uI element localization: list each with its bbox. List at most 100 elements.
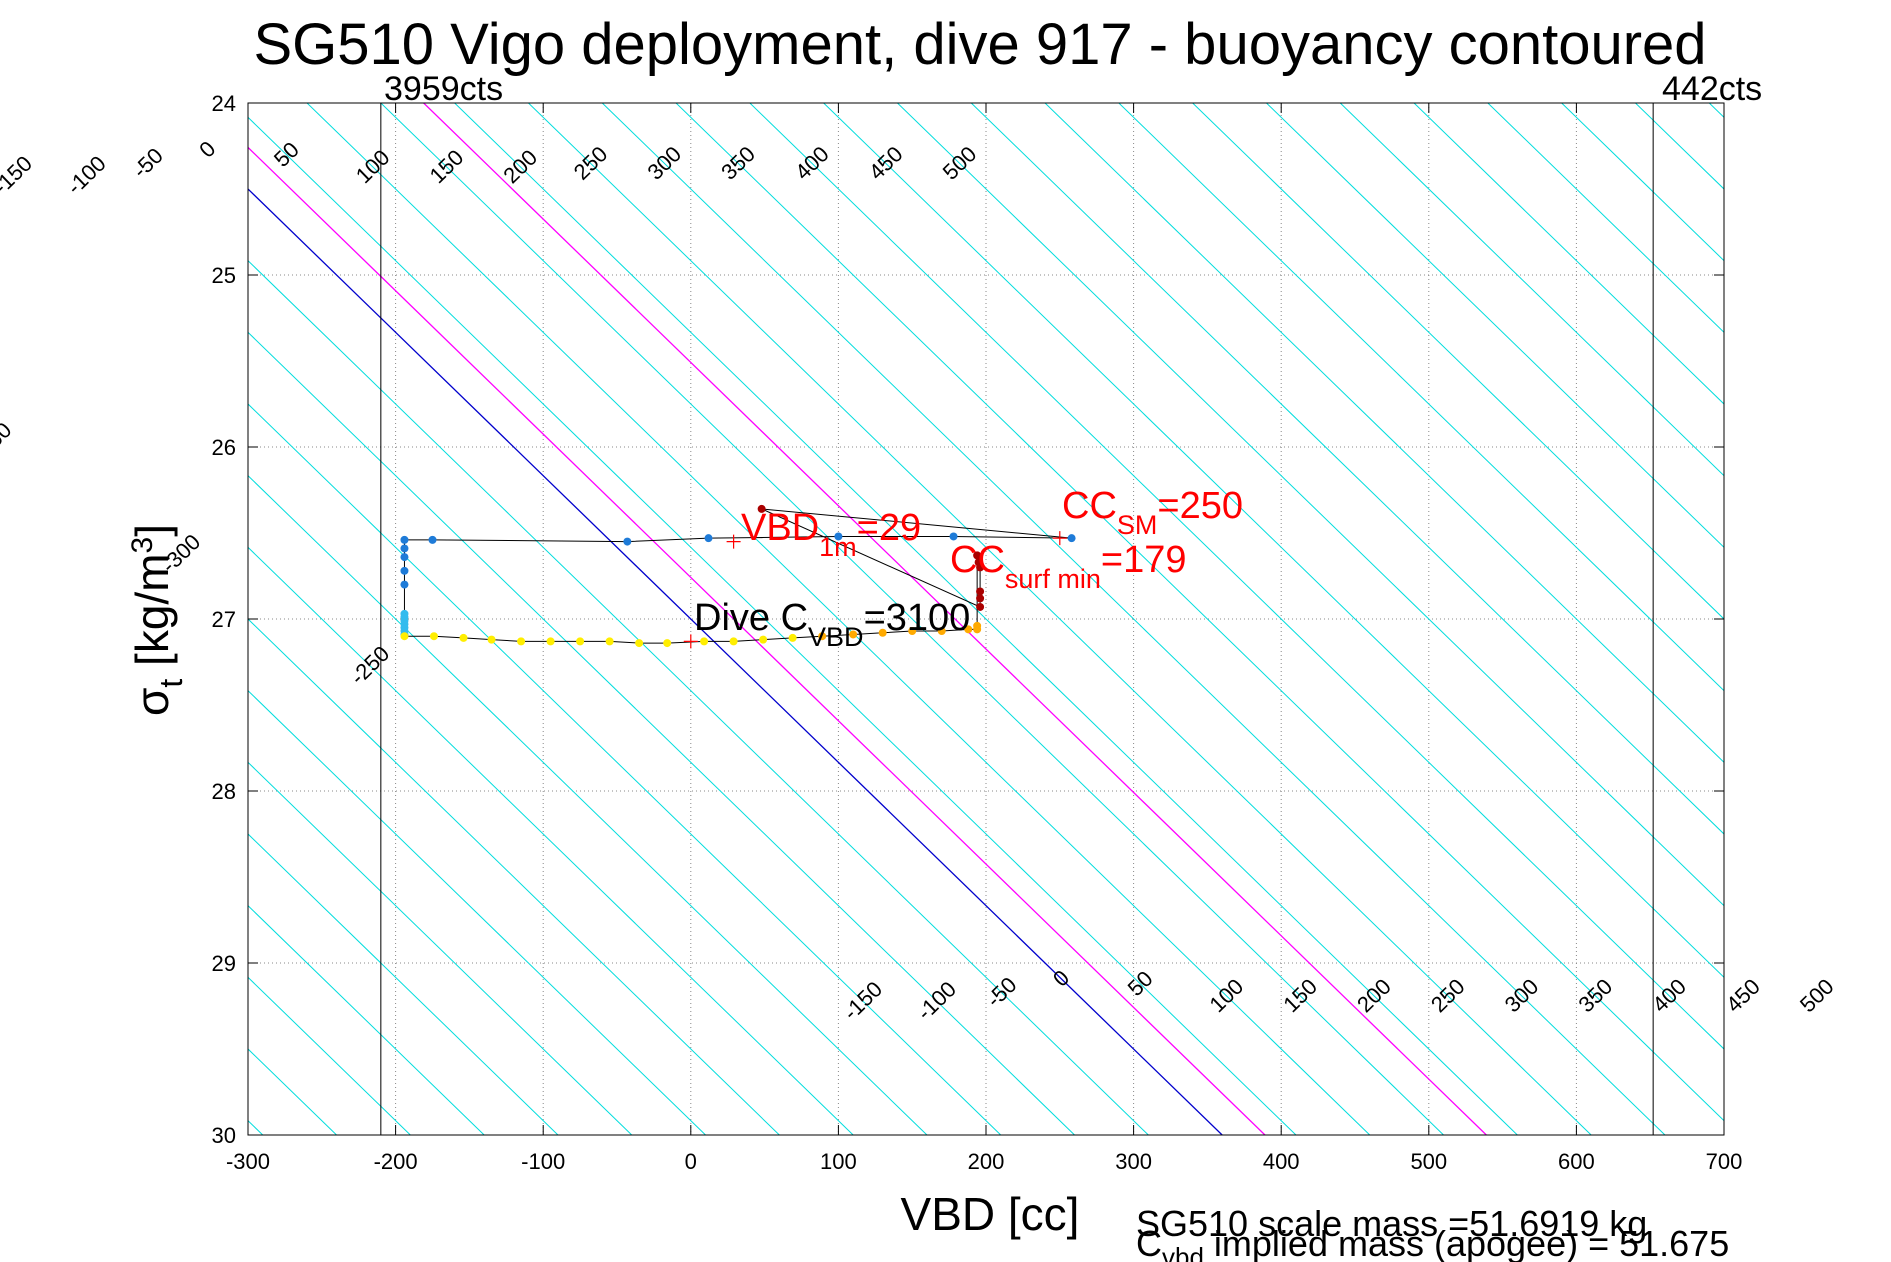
y-tick-label: 24: [212, 91, 236, 116]
x-tick-label: -300: [226, 1149, 270, 1174]
buoyancy-contour-line: [1487, 103, 1724, 334]
track-point-climb: [400, 535, 409, 544]
buoyancy-contour-line: [248, 689, 706, 1135]
axis-ticks: -300 -200 -100 0 100 200 300 400 500 600 700 24 25 26…: [212, 91, 1743, 1174]
x-tick-label: 100: [820, 1149, 857, 1174]
x-tick-label: 0: [685, 1149, 697, 1174]
track-point-dive: [759, 635, 768, 644]
track-point-apogee: [976, 602, 985, 611]
buoyancy-contour-line: [0, 103, 115, 1135]
buoyancy-contour-line: [1413, 103, 1724, 405]
ccsm-sub: SM: [1117, 510, 1158, 540]
track-point-climb: [623, 537, 632, 546]
track-point-dive: [663, 639, 672, 648]
track-point-dive_end: [878, 628, 887, 637]
buoyancy-highlight-line: [248, 146, 1266, 1135]
y-label-close: ]: [126, 524, 178, 537]
buoyancy-contour-line: [749, 103, 1724, 1050]
footer-scale-mass: SG510 scale mass =51.6919 kg: [1136, 1203, 1647, 1244]
buoyancy-contour-line: [248, 904, 485, 1135]
track-point-climb: [400, 566, 409, 575]
contour-label: -350: [0, 417, 16, 466]
annotation-vbd1m: VBD1m=29: [741, 507, 921, 562]
x-tick-label: 500: [1410, 1149, 1447, 1174]
buoyancy-contour-line: [675, 103, 1724, 1122]
x-tick-label: 600: [1558, 1149, 1595, 1174]
buoyancy-contour-line: [970, 103, 1724, 835]
x-tick-label: 300: [1115, 1149, 1152, 1174]
track-point-dive_end: [849, 630, 858, 639]
y-axis-label: σt [kg/m3]: [126, 524, 189, 716]
track-point-climb: [428, 535, 437, 544]
buoyancy-contour-line: [248, 761, 633, 1135]
ccsm-tail: =250: [1157, 485, 1243, 527]
track-point-dive_end: [973, 621, 982, 630]
track-point-dive: [605, 637, 614, 646]
x-tick-label: -100: [521, 1149, 565, 1174]
contour-label: 450: [1721, 974, 1765, 1018]
x-tick-label: -200: [374, 1149, 418, 1174]
track-point-dive: [400, 632, 409, 641]
footer-implied-tail: implied mass (apogee) = 51.675: [1204, 1223, 1729, 1262]
track-point-dive: [517, 637, 526, 646]
annotation-ccsm: CCSM=250: [1062, 485, 1243, 540]
buoyancy-contour-line: [454, 103, 1518, 1135]
x-tick-label: 200: [968, 1149, 1005, 1174]
y-label-units: [kg/m: [126, 553, 178, 678]
track-point-dive: [729, 637, 738, 646]
reference-marker: [1052, 531, 1067, 546]
buoyancy-contour-line: [248, 331, 1075, 1135]
buoyancy-contour-line: [897, 103, 1724, 907]
buoyancy-contour-line: [528, 103, 1592, 1135]
buoyancy-contour-line: [1266, 103, 1724, 549]
track-point-climb: [704, 534, 713, 543]
x-axis-label: VBD [cc]: [901, 1188, 1080, 1240]
y-tick-label: 30: [212, 1123, 236, 1148]
y-label-sub: t: [153, 679, 189, 688]
limit-label-left: 3959cts: [384, 70, 503, 108]
annotation-dive-cvbd: Dive CVBD=3100: [694, 597, 970, 652]
vbd-limit-lines: [380, 103, 1654, 1135]
buoyancy-contour-line: [248, 474, 928, 1135]
chart-title: SG510 Vigo deployment, dive 917 - buoyan…: [253, 12, 1706, 77]
dive-track: [400, 504, 1076, 649]
y-tick-label: 25: [212, 263, 236, 288]
buoyancy-contour-line: [1561, 103, 1724, 262]
contour-label: -50: [128, 143, 168, 183]
buoyancy-contour-line: [248, 116, 1297, 1135]
buoyancy-contour-line: [1192, 103, 1724, 620]
track-point-apogee: [976, 594, 985, 603]
footer-c: C: [1136, 1223, 1162, 1262]
limit-label-right: 442cts: [1662, 70, 1762, 108]
track-point-climb: [400, 544, 409, 553]
ccsurf-tail: =179: [1101, 539, 1187, 581]
buoyancy-contour-line: [248, 618, 780, 1135]
track-point-climb: [834, 532, 843, 541]
buoyancy-contour-line: [380, 103, 1444, 1135]
track-point-apogee: [976, 563, 985, 572]
buoyancy-contour-line: [248, 833, 559, 1135]
track-point-climb: [400, 553, 409, 562]
cvbd-tail: =3100: [864, 597, 971, 639]
footer-vbd-sub: vbd: [1162, 1242, 1204, 1262]
annotation-ccsurf: CCsurf min=179: [950, 539, 1187, 594]
x-tick-label: 700: [1706, 1149, 1743, 1174]
y-tick-label: 26: [212, 435, 236, 460]
ccsm-main: CC: [1062, 485, 1117, 527]
track-point-dive: [788, 633, 797, 642]
y-label-sigma: σ: [126, 688, 178, 716]
contour-labels: -400-350-300-250-200-150-100-50050100150…: [0, 136, 1839, 1025]
y-label-sup: 3: [126, 537, 159, 554]
track-point-dive: [635, 639, 644, 648]
track-point-climb: [1067, 534, 1076, 543]
buoyancy-contour-line: [601, 103, 1666, 1135]
y-tick-label: 27: [212, 607, 236, 632]
cvbd-sub: VBD: [808, 622, 864, 652]
track-point-dive: [576, 637, 585, 646]
buoyancy-contours: [0, 103, 1724, 1135]
ccsurf-main: CC: [950, 539, 1005, 581]
track-point-dive: [459, 633, 468, 642]
buoyancy-contour-line: [248, 259, 1149, 1135]
track-point-climb: [400, 580, 409, 589]
